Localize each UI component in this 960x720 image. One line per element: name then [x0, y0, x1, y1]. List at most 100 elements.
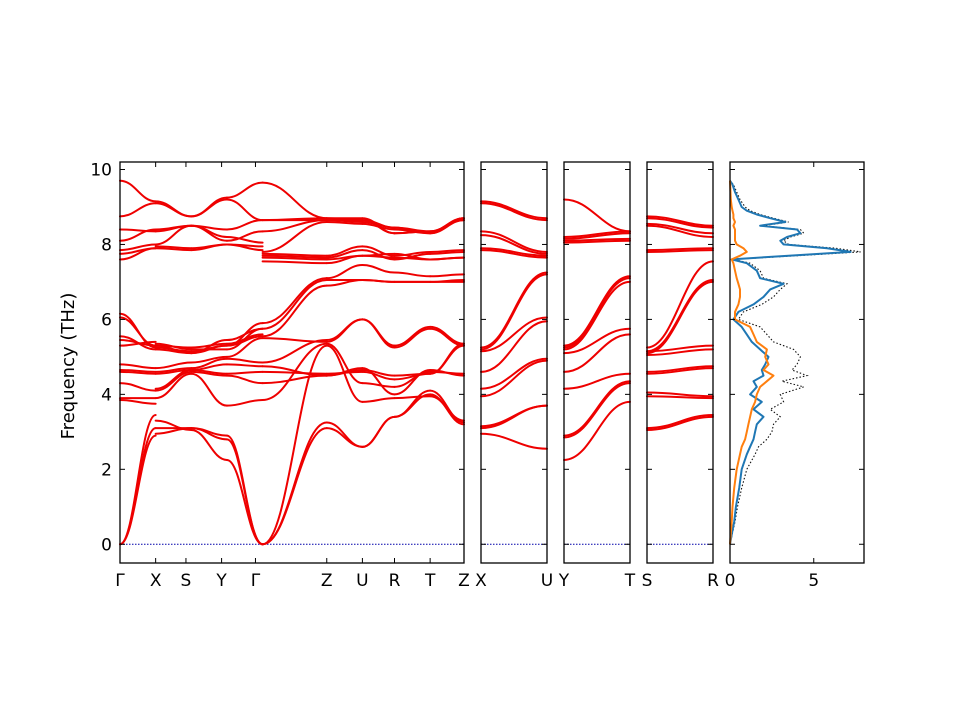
band-line	[225, 363, 264, 368]
band-line	[325, 245, 364, 257]
dos-partial-line	[729, 180, 775, 545]
band-line	[361, 245, 396, 257]
band-line	[480, 202, 548, 222]
band-line	[361, 249, 396, 261]
band-line	[563, 232, 631, 240]
band-line	[119, 335, 157, 351]
band-line	[119, 363, 157, 370]
band-line	[225, 398, 264, 407]
band-line	[563, 333, 631, 373]
x-tick-label: X	[475, 571, 487, 591]
band-line	[563, 280, 631, 351]
band-line	[261, 220, 328, 253]
band-line	[361, 397, 396, 403]
band-line	[325, 427, 364, 448]
x-tick-label: R	[707, 571, 719, 591]
axis-frame	[563, 161, 631, 564]
band-line	[154, 361, 193, 370]
x-tick-label: X	[150, 571, 162, 591]
band-line	[393, 230, 432, 235]
band-line	[119, 413, 157, 546]
band-line	[190, 344, 228, 353]
axis-frame	[119, 161, 465, 564]
x-tick-label: S	[642, 571, 653, 591]
band-line	[154, 367, 193, 373]
y-tick-label: 2	[101, 460, 112, 480]
band-line	[154, 348, 193, 355]
band-line	[261, 260, 328, 265]
band-line	[154, 370, 193, 392]
band-line	[361, 217, 396, 235]
axis-frame	[480, 161, 548, 564]
band-line	[119, 382, 157, 392]
band-line	[429, 368, 465, 377]
band-line	[261, 284, 328, 338]
band-line	[225, 438, 264, 546]
band-line	[646, 365, 714, 373]
band-line	[190, 243, 228, 250]
y-tick-label: 8	[101, 235, 112, 255]
band-line	[429, 342, 465, 375]
band-line	[261, 256, 328, 261]
band-line	[429, 325, 465, 345]
band-line	[480, 432, 548, 450]
band-line	[646, 391, 714, 398]
band-line	[325, 249, 364, 259]
band-line	[393, 327, 432, 349]
band-line	[480, 247, 548, 257]
band-line	[154, 224, 193, 233]
band-line	[480, 230, 548, 253]
band-line	[646, 413, 714, 430]
x-tick-label: Y	[558, 571, 570, 591]
x-tick-label: Γ	[251, 571, 261, 591]
band-line	[361, 382, 396, 388]
band-line	[261, 344, 328, 546]
band-line	[325, 421, 364, 448]
band-line	[361, 370, 396, 381]
band-line	[119, 247, 157, 255]
band-line	[361, 367, 396, 396]
x-tick-label: R	[389, 571, 401, 591]
band-line	[190, 372, 228, 407]
band-line	[646, 279, 714, 353]
band-line	[361, 368, 396, 377]
dos-partial-line	[729, 180, 852, 545]
band-line	[480, 271, 548, 349]
band-line	[325, 342, 364, 385]
band-line	[154, 245, 193, 250]
band-line	[480, 234, 548, 255]
band-line	[225, 198, 264, 222]
band-line	[119, 368, 157, 373]
band-line	[119, 370, 157, 375]
band-line	[225, 357, 264, 364]
band-line	[429, 279, 465, 283]
band-line	[225, 235, 264, 244]
band-line	[261, 254, 328, 259]
band-line	[325, 264, 364, 280]
band-line	[393, 252, 432, 261]
band-line	[119, 202, 157, 218]
band-line	[225, 327, 264, 342]
band-line	[154, 247, 193, 252]
band-line	[261, 181, 328, 220]
x-tick-label: U	[541, 571, 553, 591]
band-line	[480, 316, 548, 353]
band-line	[429, 217, 465, 233]
band-line	[119, 243, 157, 252]
band-line	[646, 247, 714, 252]
band-line	[154, 368, 193, 375]
band-line	[393, 395, 432, 400]
band-line	[225, 370, 264, 375]
band-line	[154, 419, 193, 431]
band-line	[190, 363, 228, 371]
band-line	[393, 372, 432, 377]
band-line	[393, 250, 432, 257]
band-line	[190, 427, 228, 441]
band-line	[154, 372, 193, 400]
band-line	[190, 355, 228, 364]
band-line	[646, 415, 714, 431]
